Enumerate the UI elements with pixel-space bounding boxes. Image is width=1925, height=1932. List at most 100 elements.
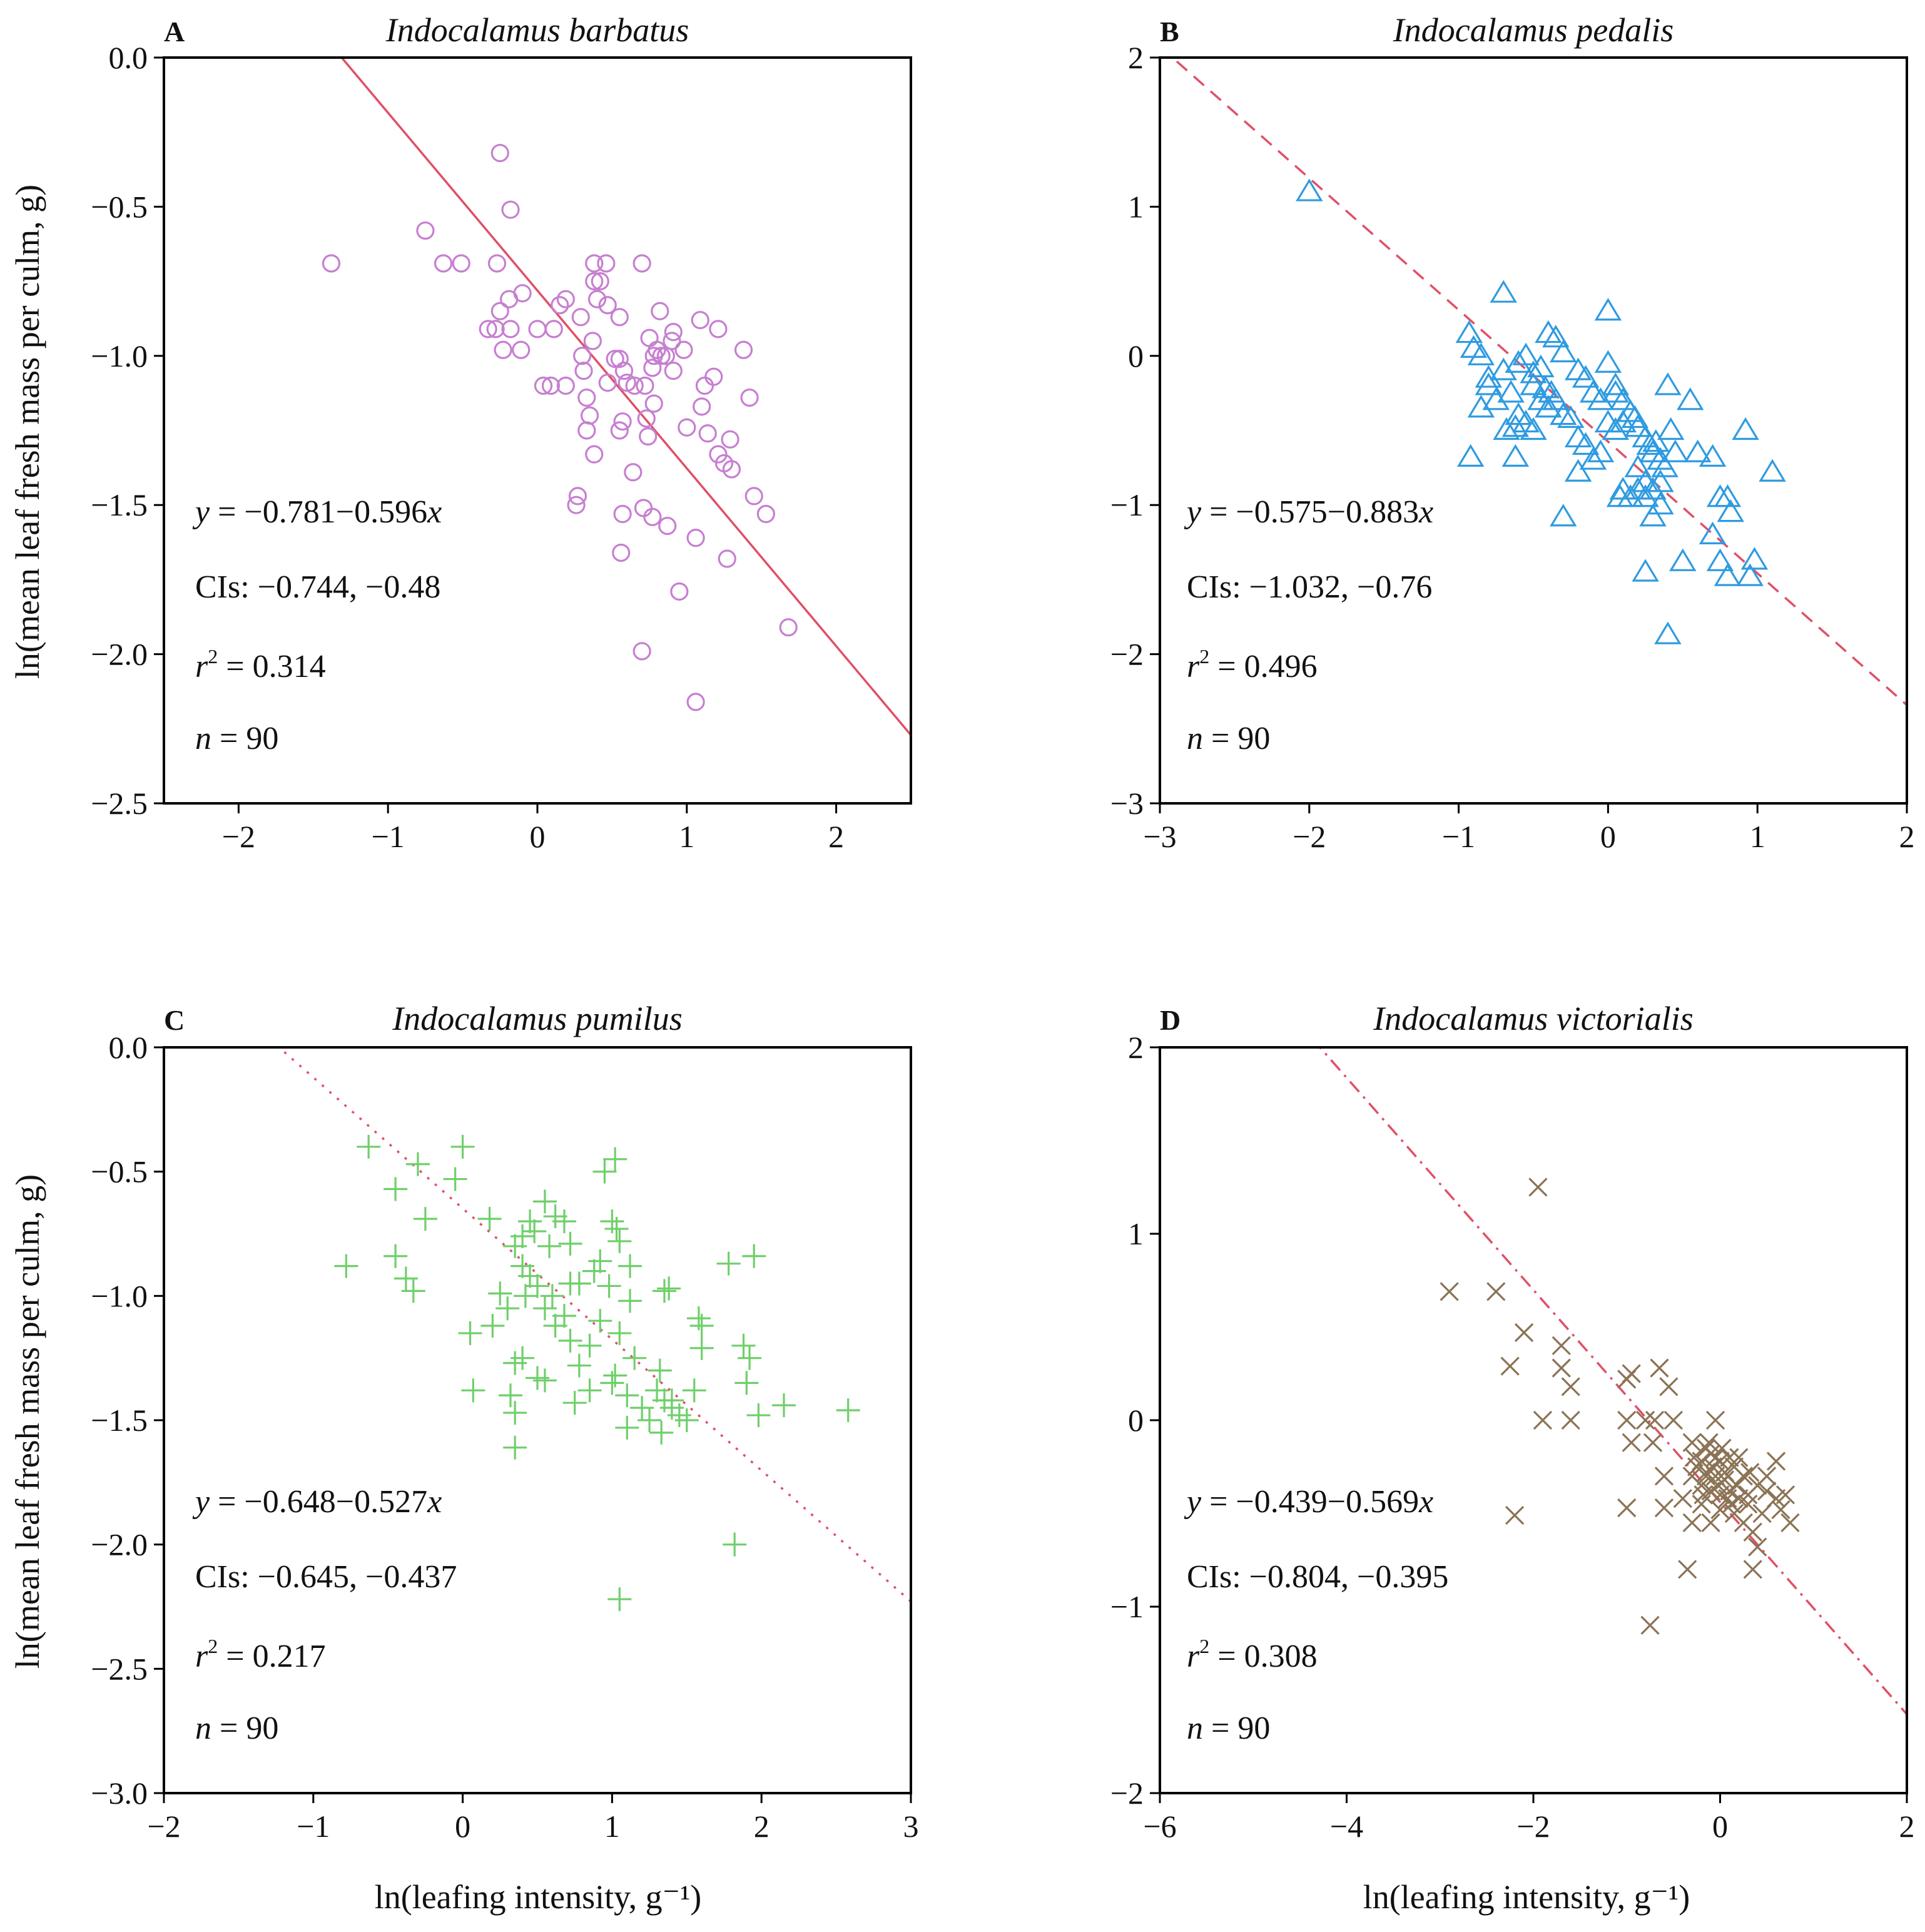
data-point [434,254,453,273]
data-point [1531,375,1559,399]
data-point [617,374,636,392]
data-point [1759,459,1786,482]
data-point [541,376,561,395]
data-point [383,1177,408,1201]
data-point [1535,320,1562,343]
data-point [394,1266,418,1291]
data-point [1542,325,1570,348]
data-point [1684,1448,1704,1467]
data-point [1602,380,1630,403]
y-tick-label: −0.5 [91,189,148,224]
data-point [649,1420,674,1445]
data-point [630,1396,654,1420]
data-point [577,1333,602,1358]
data-point [1732,417,1759,440]
plot-frame [163,56,912,805]
data-point [738,1346,762,1370]
data-point [1775,1485,1795,1505]
data-point [663,332,681,350]
data-point [644,394,663,413]
data-point [652,347,671,365]
y-tick-label: −2.0 [91,637,148,672]
data-point [734,1371,759,1395]
data-point [1717,499,1744,522]
data-point [1712,1438,1732,1458]
data-point [644,347,663,365]
data-point [1639,504,1667,527]
data-point [499,1383,523,1408]
data-point [1455,320,1483,343]
y-tick-label: 0.0 [109,1030,148,1065]
data-point [1552,1358,1571,1378]
y-tick-label: −2.5 [91,786,148,821]
data-point [614,362,634,380]
data-point [772,1393,796,1418]
data-point [1645,1410,1665,1430]
confidence-intervals: CIs: −0.645, −0.437 [195,1559,457,1595]
data-point [513,1284,537,1308]
data-point [632,642,651,661]
data-point [500,290,519,308]
data-point [322,254,341,273]
data-point [1520,372,1547,395]
x-tick-label: 0 [530,819,546,854]
y-tick-label: −3 [1110,786,1144,821]
y-tick-label: 1 [1128,189,1144,224]
data-point [501,200,520,219]
x-tick-label: −4 [1330,1809,1363,1844]
data-point [1505,1505,1525,1525]
x-tick-label: −1 [1442,819,1475,854]
data-point [1572,365,1600,388]
x-tick-label: 0 [1600,819,1616,854]
data-point [1720,1448,1739,1467]
data-point [643,507,662,526]
r-squared: r2 = 0.314 [195,645,326,684]
data-point [401,1279,425,1303]
data-point [1550,339,1577,363]
data-point [1632,559,1659,582]
data-point [682,1378,706,1403]
data-point [1647,492,1674,515]
data-point [674,1408,699,1432]
data-point [479,320,497,338]
data-point [1677,387,1704,410]
data-point [1533,1410,1553,1430]
data-point [591,272,609,291]
sample-size: n = 90 [195,721,278,756]
data-point [746,1403,771,1428]
data-point [518,1209,542,1234]
data-point [1740,547,1769,570]
data-point [503,1234,527,1258]
data-point [537,1234,562,1258]
data-point [674,340,693,359]
data-point [1739,1494,1758,1514]
data-point [1684,439,1712,462]
data-point [574,362,593,380]
data-point [1550,504,1577,527]
plot-frame [1159,56,1908,805]
annotations: y = −0.575−0.883x CIs: −1.032, −0.76 r2 … [1184,494,1433,756]
data-point [1500,1356,1520,1376]
data-point [1654,1498,1674,1518]
data-point [1505,350,1532,373]
x-tick-label: 2 [1899,1809,1915,1844]
data-point [698,424,717,443]
data-point [1651,454,1679,477]
data-point [1669,548,1697,571]
data-point [1736,563,1764,586]
data-point [494,340,512,359]
panel-a: A Indocalamus barbatus −2 −1 0 1 2 0.0 −0.5 −1.… [91,11,912,854]
data-point [686,693,705,711]
fit-equation: y = −0.439−0.569x [1184,1484,1433,1520]
data-point [558,1328,582,1353]
data-point [734,340,753,359]
data-point [1609,387,1637,410]
data-point [597,1274,621,1298]
data-point [652,1279,676,1303]
x-tick-label: −1 [297,1809,330,1844]
data-point [1659,1377,1679,1396]
data-point [1456,444,1485,467]
data-point [1654,372,1682,395]
x-tick-label: 2 [754,1809,769,1844]
